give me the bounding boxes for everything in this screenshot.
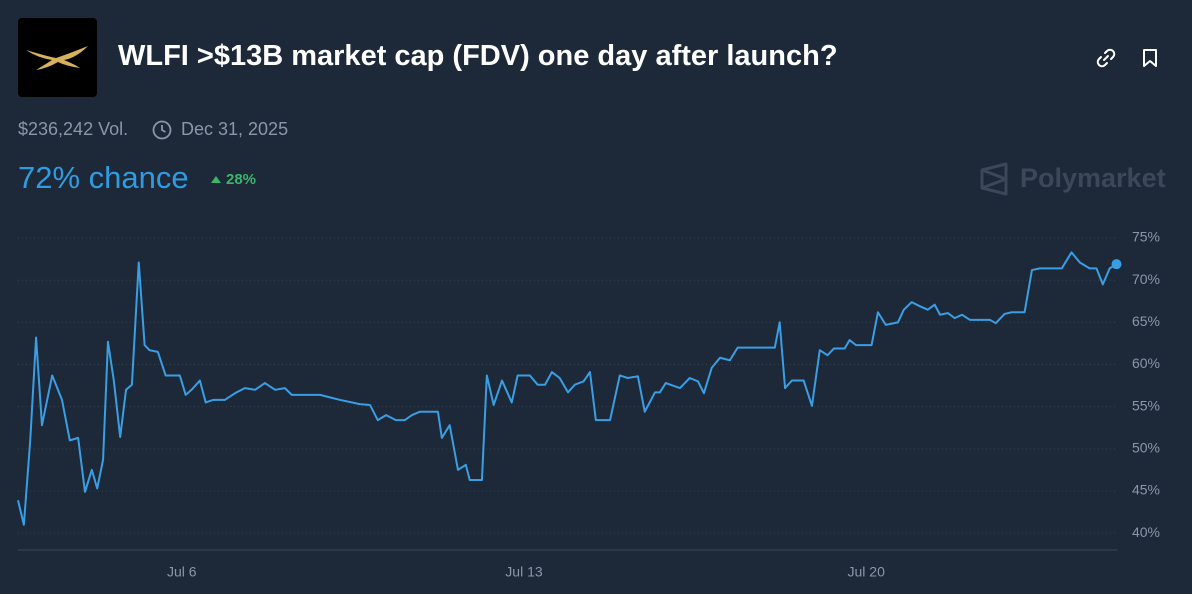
y-tick-label: 65% [1132,313,1160,329]
x-tick-label: Jul 13 [505,564,543,580]
volume: $236,242 Vol. [18,119,129,139]
price-line [17,251,1118,526]
x-tick-label: Jul 6 [167,564,197,580]
market-title: WLFI >$13B market cap (FDV) one day afte… [118,40,838,72]
y-tick-label: 55% [1132,397,1160,413]
link-icon[interactable] [1094,46,1118,70]
eagle-icon [26,46,88,70]
up-arrow [211,176,221,183]
bookmark-icon[interactable] [1138,46,1162,70]
x-tick-label: Jul 20 [848,564,886,580]
market-logo [18,18,97,97]
clock-icon [152,120,172,140]
y-tick-label: 75% [1132,229,1160,245]
y-tick-label: 60% [1132,355,1160,371]
change: 28% [226,171,257,188]
brand: Polymarket [1020,163,1166,193]
chance: 72% chance [18,160,189,195]
last-point [1111,259,1122,270]
brand-icon [980,162,1008,196]
y-tick-label: 70% [1132,271,1160,287]
y-tick-label: 45% [1132,482,1160,498]
end-date: Dec 31, 2025 [181,119,289,139]
y-tick-label: 50% [1132,440,1160,456]
y-tick-label: 40% [1132,524,1160,540]
